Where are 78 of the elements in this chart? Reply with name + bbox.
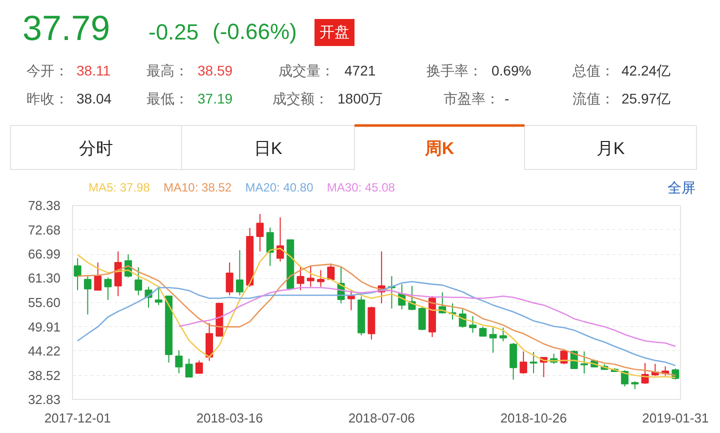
x-tick-label: 2017-12-01	[44, 410, 111, 426]
candlestick	[317, 270, 325, 288]
candlestick	[74, 258, 82, 291]
y-tick-label: 49.91	[28, 319, 61, 334]
y-tick-label: 61.30	[28, 270, 61, 286]
candlestick	[94, 262, 102, 292]
candlestick	[499, 327, 507, 342]
x-tick-label: 2019-01-31	[642, 410, 709, 426]
y-tick-label: 32.83	[28, 392, 61, 407]
candlestick	[489, 327, 497, 354]
text: MA10: 38.52	[164, 180, 232, 194]
text: 月K	[596, 139, 626, 158]
line-series	[76, 281, 676, 366]
x-tick-label: 2018-07-06	[348, 410, 415, 426]
candlestick	[206, 322, 214, 362]
text: 换手率：	[426, 62, 482, 78]
candlestick	[327, 264, 335, 280]
text: 最低：	[146, 90, 188, 106]
candlestick	[530, 351, 538, 374]
text: 38.11	[76, 62, 111, 78]
text: 日K	[254, 139, 283, 158]
candlestick	[479, 326, 487, 337]
candlestick	[84, 276, 92, 315]
text: MA20: 40.80	[245, 180, 314, 194]
x-tick-label: 2018-03-16	[196, 410, 263, 426]
y-tick-label: 72.68	[28, 222, 61, 238]
candlestick	[306, 265, 314, 288]
candlestick	[520, 351, 528, 374]
candlestick	[560, 349, 568, 365]
text: 周K	[424, 139, 455, 158]
candlestick	[185, 358, 193, 378]
text: 全屏	[668, 180, 696, 196]
text: 最高：	[146, 62, 188, 78]
y-tick-label: 78.38	[28, 198, 61, 213]
y-tick-label: 38.52	[28, 368, 61, 383]
candlestick	[621, 370, 629, 387]
text: MA30: 45.08	[326, 180, 396, 194]
text: 开盘	[320, 24, 350, 41]
candlestick	[104, 276, 112, 300]
candlestick	[195, 360, 203, 374]
candlestick	[175, 350, 183, 374]
text: 分时	[79, 139, 113, 158]
candlestick	[510, 342, 518, 380]
text: 37.19	[198, 90, 233, 106]
candlestick	[114, 250, 122, 297]
text: 今开：	[26, 62, 68, 78]
text: 4721	[344, 62, 376, 78]
text: -	[504, 90, 510, 106]
text: 1800万	[338, 90, 383, 106]
text: 38.04	[76, 90, 112, 106]
text: 市盈率：	[444, 90, 500, 106]
text: MA5: 37.98	[88, 180, 150, 194]
candlestick	[134, 266, 142, 296]
text: 0.69%	[492, 62, 532, 78]
text: 42.24亿	[622, 62, 671, 78]
text: 昨收：	[26, 90, 68, 106]
text: (-0.66%)	[212, 19, 297, 44]
candlestick	[296, 265, 304, 291]
y-tick-label: 66.99	[28, 246, 61, 262]
text: 38.59	[198, 62, 233, 78]
candlestick	[347, 290, 355, 311]
candlestick	[469, 316, 477, 334]
candlestick	[418, 306, 426, 331]
candlestick	[236, 250, 244, 296]
candlestick	[256, 213, 264, 252]
text: 37.79	[22, 9, 110, 48]
x-tick-label: 2018-10-26	[500, 410, 567, 426]
candlestick	[226, 262, 234, 296]
text: -0.25	[148, 20, 199, 44]
y-tick-label: 44.22	[28, 343, 61, 358]
candlestick	[266, 227, 274, 266]
text: 成交量：	[278, 62, 334, 78]
text: 总值：	[572, 62, 614, 78]
y-tick-label: 55.60	[28, 295, 61, 310]
text: 流值：	[572, 90, 614, 106]
text: 25.97亿	[622, 90, 671, 106]
candlestick	[458, 308, 466, 328]
text: 成交额：	[272, 90, 328, 106]
